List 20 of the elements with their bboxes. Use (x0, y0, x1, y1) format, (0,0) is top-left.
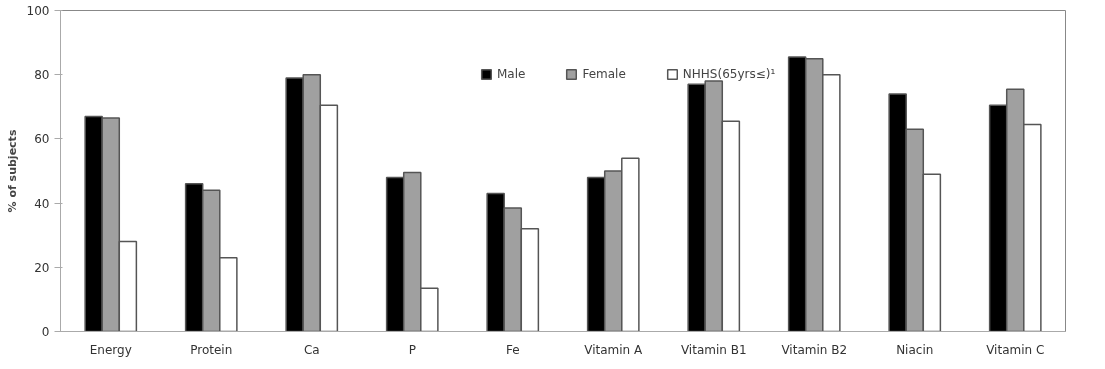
legend-label: NHHS(65yrs≤)¹ (682, 67, 776, 81)
x-tick-label: Protein (190, 342, 233, 357)
x-tick-label: Vitamin A (584, 342, 644, 357)
x-tick-label: Vitamin B1 (680, 342, 747, 357)
x-tick-label: Vitamin B2 (781, 342, 848, 357)
x-tick-label: Ca (303, 342, 320, 357)
x-tick-label: Fe (505, 342, 520, 357)
y-tick-label: 60 (34, 132, 50, 147)
y-tick-label: 40 (34, 196, 50, 211)
y-tick-label: 20 (34, 260, 50, 275)
y-tick-label: 80 (34, 68, 50, 83)
x-tick-label: Energy (89, 342, 132, 357)
legend-label: Male (497, 67, 526, 81)
y-tick-label: 100 (26, 4, 50, 18)
x-tick-label: P (408, 342, 416, 357)
y-tick-label: 0 (41, 325, 50, 339)
legend-label: Female (582, 67, 626, 81)
x-tick-label: Vitamin C (986, 342, 1045, 357)
y-axis-title: % of subjects (5, 129, 19, 213)
x-tick-label: Niacin (896, 342, 934, 357)
